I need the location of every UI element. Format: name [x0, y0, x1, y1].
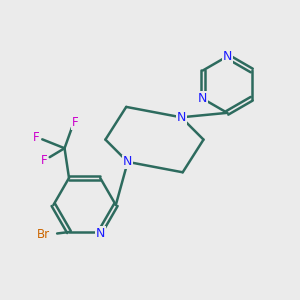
Text: F: F: [40, 154, 47, 166]
Text: N: N: [123, 155, 132, 168]
Text: N: N: [198, 92, 208, 105]
Text: N: N: [223, 50, 232, 63]
Text: N: N: [95, 227, 105, 240]
Text: F: F: [72, 116, 78, 130]
Text: N: N: [176, 111, 186, 124]
Text: F: F: [33, 131, 40, 144]
Text: Br: Br: [37, 229, 50, 242]
